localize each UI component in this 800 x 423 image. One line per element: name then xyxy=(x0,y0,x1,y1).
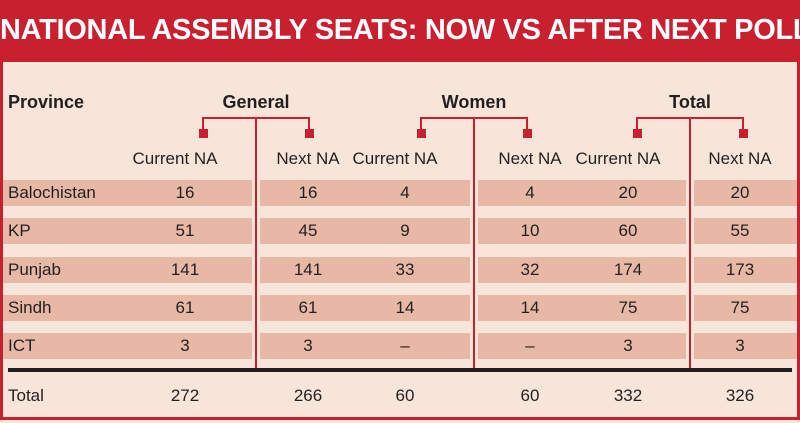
subcolumn-header: Next NA xyxy=(498,149,562,168)
province-label: Balochistan xyxy=(8,183,96,202)
table-cell: 16 xyxy=(175,183,195,202)
table-cell: 61 xyxy=(298,298,318,317)
table-cell: 60 xyxy=(618,221,638,240)
group-divider xyxy=(473,117,475,368)
table-cell: 51 xyxy=(175,221,195,240)
total-cell: 326 xyxy=(725,386,755,405)
table-cell: – xyxy=(525,336,535,355)
group-header: Women xyxy=(441,92,507,112)
table-cell: 20 xyxy=(618,183,638,202)
total-cell: 266 xyxy=(293,386,323,405)
total-cell: 60 xyxy=(395,386,415,405)
row-header: Province xyxy=(8,92,85,112)
group-header: Total xyxy=(669,92,711,112)
total-divider xyxy=(8,368,792,372)
table-cell: – xyxy=(400,336,410,355)
table-cell: 32 xyxy=(520,260,540,279)
bracket-leg xyxy=(742,117,744,131)
total-cell: 60 xyxy=(520,386,540,405)
table-cell: 3 xyxy=(180,336,190,355)
subcolumn-header: Current NA xyxy=(575,149,661,168)
group-header: General xyxy=(222,92,290,112)
group-bracket xyxy=(636,117,744,119)
bracket-leg xyxy=(202,117,204,131)
subcolumn-header: Current NA xyxy=(132,149,218,168)
table-cell: 20 xyxy=(730,183,750,202)
row-band xyxy=(3,295,797,321)
table-frame xyxy=(0,62,800,420)
bracket-leg xyxy=(526,117,528,131)
table-cell: 3 xyxy=(735,336,745,355)
total-label: Total xyxy=(8,386,44,405)
bracket-marker xyxy=(305,129,314,138)
table-cell: 3 xyxy=(623,336,633,355)
title-bar xyxy=(0,0,800,62)
table-cell: 16 xyxy=(298,183,318,202)
bracket-marker xyxy=(739,129,748,138)
table-cell: 173 xyxy=(725,260,755,279)
bracket-leg xyxy=(420,117,422,131)
bracket-leg xyxy=(308,117,310,131)
group-divider xyxy=(255,117,257,368)
bracket-leg xyxy=(636,117,638,131)
bracket-marker xyxy=(417,129,426,138)
table-cell: 75 xyxy=(618,298,638,317)
table-cell: 14 xyxy=(520,298,540,317)
group-divider xyxy=(689,117,691,368)
bracket-marker xyxy=(523,129,532,138)
table-cell: 61 xyxy=(175,298,195,317)
table-cell: 75 xyxy=(730,298,750,317)
table-cell: 10 xyxy=(520,221,540,240)
row-band xyxy=(3,257,797,283)
table-cell: 141 xyxy=(170,260,200,279)
subcolumn-header: Current NA xyxy=(352,149,438,168)
table-cell: 9 xyxy=(400,221,410,240)
table-cell: 3 xyxy=(303,336,313,355)
province-label: ICT xyxy=(8,336,36,355)
bracket-marker xyxy=(199,129,208,138)
province-label: Punjab xyxy=(8,260,61,279)
subcolumn-header: Next NA xyxy=(276,149,340,168)
table-cell: 174 xyxy=(613,260,643,279)
chart-title: NATIONAL ASSEMBLY SEATS: NOW VS AFTER NE… xyxy=(0,14,800,46)
bracket-marker xyxy=(633,129,642,138)
table-cell: 45 xyxy=(298,221,318,240)
province-label: Sindh xyxy=(8,298,52,317)
table-cell: 55 xyxy=(730,221,750,240)
group-bracket xyxy=(202,117,310,119)
province-label: KP xyxy=(8,221,31,240)
group-bracket xyxy=(420,117,528,119)
table-cell: 4 xyxy=(525,183,535,202)
total-cell: 332 xyxy=(613,386,643,405)
table-cell: 4 xyxy=(400,183,410,202)
row-band xyxy=(3,180,797,206)
table-cell: 33 xyxy=(395,260,415,279)
total-cell: 272 xyxy=(170,386,200,405)
table-cell: 141 xyxy=(293,260,323,279)
row-band xyxy=(3,218,797,244)
row-band xyxy=(3,333,797,359)
subcolumn-header: Next NA xyxy=(708,149,772,168)
table-cell: 14 xyxy=(395,298,415,317)
